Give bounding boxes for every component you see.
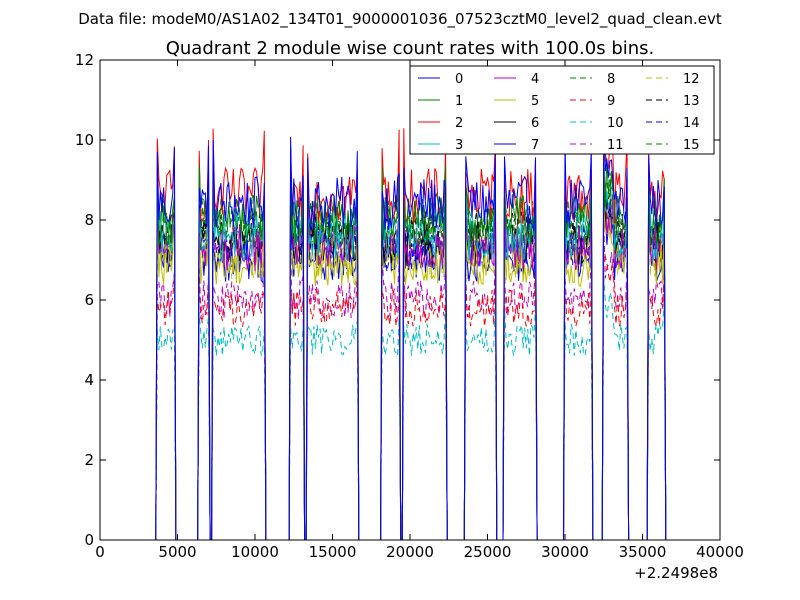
x-tick-label: 20000 bbox=[386, 543, 434, 561]
x-tick-label: 5000 bbox=[158, 543, 196, 561]
legend-label-12: 12 bbox=[683, 72, 700, 87]
y-tick-label: 4 bbox=[84, 371, 94, 389]
x-offset-label: +2.2498e8 bbox=[634, 564, 718, 582]
series-line-10 bbox=[155, 275, 668, 541]
y-tick-label: 0 bbox=[84, 531, 94, 549]
x-tick-label: 15000 bbox=[309, 543, 357, 561]
series-line-4 bbox=[155, 156, 668, 541]
legend-label-9: 9 bbox=[607, 94, 615, 109]
series-layer bbox=[155, 112, 668, 541]
legend-box bbox=[409, 65, 715, 155]
series-line-5 bbox=[155, 207, 668, 541]
series-line-11 bbox=[155, 218, 668, 541]
y-tick-label: 2 bbox=[84, 451, 94, 469]
legend-label-4: 4 bbox=[531, 72, 539, 87]
plot-area bbox=[155, 112, 668, 541]
legend-label-14: 14 bbox=[683, 116, 700, 131]
x-tick-label: 25000 bbox=[464, 543, 512, 561]
x-tick-label: 10000 bbox=[231, 543, 279, 561]
data-file-label: Data file: modeM0/AS1A02_134T01_90000010… bbox=[78, 10, 722, 29]
legend-label-7: 7 bbox=[531, 138, 539, 153]
x-tick-label: 0 bbox=[95, 543, 105, 561]
legend-label-11: 11 bbox=[607, 138, 624, 153]
y-tick-label: 6 bbox=[84, 291, 94, 309]
x-tick-label: 40000 bbox=[696, 543, 744, 561]
x-tick-label: 35000 bbox=[619, 543, 667, 561]
legend-label-5: 5 bbox=[531, 94, 539, 109]
legend-label-10: 10 bbox=[607, 116, 624, 131]
series-line-0 bbox=[155, 112, 668, 541]
series-line-1 bbox=[155, 158, 668, 541]
legend-label-1: 1 bbox=[455, 94, 463, 109]
legend-label-3: 3 bbox=[455, 138, 463, 153]
legend-label-15: 15 bbox=[683, 138, 700, 153]
x-tick-label: 30000 bbox=[541, 543, 589, 561]
series-line-14 bbox=[155, 163, 668, 541]
y-tick-label: 8 bbox=[84, 211, 94, 229]
legend-label-8: 8 bbox=[607, 72, 615, 87]
chart-title: Quadrant 2 module wise count rates with … bbox=[166, 38, 655, 59]
legend-label-2: 2 bbox=[455, 116, 463, 131]
series-line-9 bbox=[155, 249, 668, 541]
y-tick-label: 12 bbox=[75, 51, 94, 69]
y-tick-label: 10 bbox=[75, 131, 94, 149]
legend-label-13: 13 bbox=[683, 94, 700, 109]
legend-label-6: 6 bbox=[531, 116, 539, 131]
x-axis: 0 5000 10000 15000 20000 25000 30000 35000 40000 bbox=[95, 60, 744, 561]
series-line-2 bbox=[155, 126, 668, 541]
legend-label-0: 0 bbox=[455, 72, 463, 87]
